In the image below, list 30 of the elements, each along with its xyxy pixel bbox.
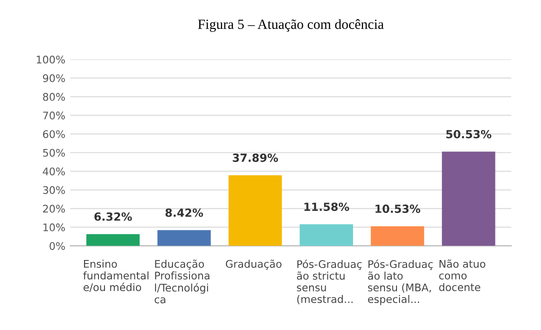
data-label: 11.58% (304, 202, 350, 211)
data-label: 6.32% (94, 212, 132, 221)
data-label: 37.89% (232, 154, 278, 162)
bar (442, 152, 496, 246)
data-label: 50.53% (446, 130, 492, 138)
chart-title: Figura 5 – Atuação com docência (198, 19, 384, 32)
bar (228, 175, 282, 246)
y-tick-label: 70% (43, 112, 65, 120)
x-tick-label: Não atuo como docente (439, 260, 486, 292)
y-tick-label: 100% (36, 56, 65, 64)
y-tick-label: 0% (50, 242, 65, 250)
y-tick-label: 40% (42, 167, 65, 176)
x-tick-label: Ensino fundamental e/ou médio (83, 260, 148, 292)
y-tick-label: 20% (43, 204, 65, 213)
y-tick-label: 80% (43, 92, 65, 101)
y-tick-label: 50% (43, 148, 65, 157)
x-tick-label: Pós-Graduaç ão lato sensu (MBA, especial... (368, 260, 433, 306)
bar (157, 230, 211, 246)
bar (86, 234, 140, 246)
bar (370, 226, 424, 246)
y-tick-label: 90% (42, 74, 65, 82)
data-label: 8.42% (166, 208, 204, 217)
bar (300, 224, 354, 246)
y-tick-label: 30% (43, 186, 65, 194)
x-tick-label: Graduação (226, 260, 282, 270)
x-tick-label: Educação Profissiona l/Tecnológi ca (154, 260, 210, 304)
y-tick-label: 60% (43, 130, 65, 138)
y-tick-label: 10% (43, 223, 65, 232)
x-tick-label: Pós-Graduaç ão strictu sensu (mestrad... (296, 260, 362, 304)
data-label: 10.53% (376, 204, 420, 213)
